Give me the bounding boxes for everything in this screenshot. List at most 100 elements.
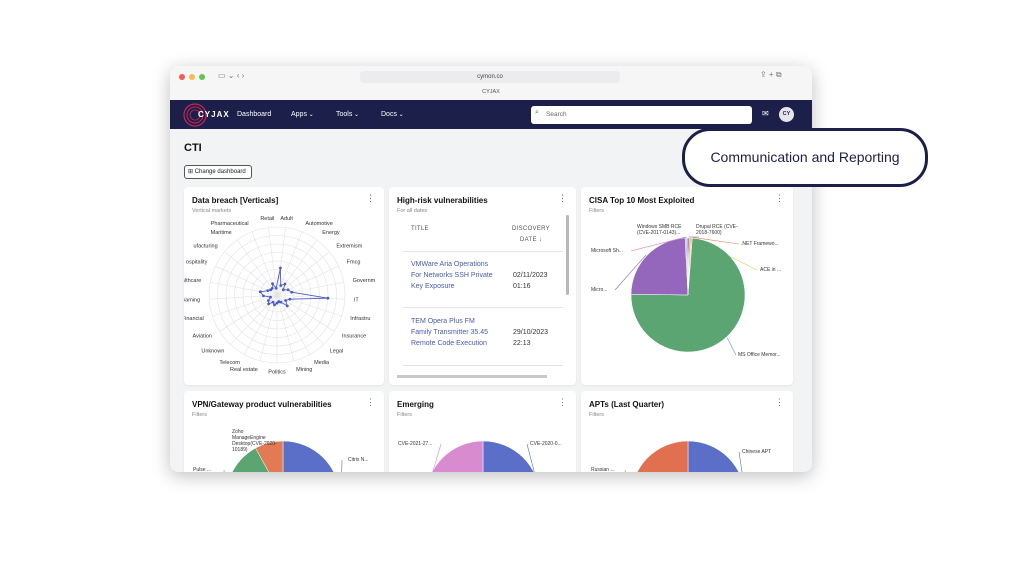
mail-icon[interactable]: ✉ (762, 109, 769, 118)
slice-label: ACE in ... (760, 267, 782, 273)
slice-label: Chinese APT (742, 449, 772, 455)
radar-point (274, 286, 278, 290)
zoom-button[interactable] (199, 74, 205, 80)
vuln-title[interactable]: TEM Opera Plus FM Family Transmitter 35.… (411, 318, 489, 347)
change-dashboard-button[interactable]: ⊞ Change dashboard (184, 165, 252, 179)
radar-spoke (276, 251, 330, 296)
leader-line (690, 236, 740, 245)
card-subtitle: For all dates (397, 208, 428, 214)
page-title: CTI (184, 142, 202, 154)
minimize-button[interactable] (189, 74, 195, 80)
card-menu[interactable]: ⋮ (775, 397, 784, 407)
radar-point (271, 300, 275, 304)
close-button[interactable] (179, 74, 185, 80)
chart: Adult Automotive Energy Extremism Fmcg Govern… (184, 216, 376, 375)
tab-title[interactable]: CYJAX (482, 89, 500, 95)
radar-label: Financial (184, 316, 204, 322)
radar-point (266, 299, 270, 302)
card-subtitle: Filters (589, 412, 604, 418)
radar-spoke (276, 294, 324, 345)
radar-point (283, 282, 287, 286)
nav-item[interactable]: Dashboard (237, 111, 272, 118)
leader-line (630, 236, 686, 252)
card-menu[interactable]: ⋮ (775, 193, 784, 203)
slice-label: Citrix N... (348, 457, 369, 463)
radar-label: ospitality (186, 260, 208, 266)
button-icon: ⊞ (188, 169, 195, 175)
radar-point (273, 303, 276, 307)
nav-item[interactable]: Tools ⌄ (336, 111, 360, 118)
pie-slice (482, 440, 534, 472)
avatar[interactable]: CY (779, 107, 794, 122)
card-menu[interactable]: ⋮ (558, 193, 567, 203)
pie-slice (432, 440, 484, 472)
radar-point (267, 302, 271, 306)
leader-line (526, 443, 535, 472)
radar-point (271, 282, 274, 286)
nav-item[interactable]: Docs ⌄ (381, 111, 404, 118)
pie-slice (687, 440, 739, 472)
radar-spoke (276, 239, 318, 296)
radar-label: Real estate (230, 367, 258, 373)
browser-actions[interactable]: ⇪ + ⧉ (760, 70, 782, 79)
radar-label: Governm (353, 278, 376, 284)
search-box[interactable]: Search (531, 106, 752, 124)
column-header[interactable]: DISCOVERY DATE ↓ (512, 226, 550, 243)
radar-label: Pharmaceutical (211, 221, 249, 227)
leader-line (614, 254, 647, 291)
radar-point (279, 284, 283, 287)
radar-label: Media (314, 360, 330, 366)
radar-label: Infrastru (350, 316, 370, 322)
divider (403, 251, 563, 252)
card-subtitle: Filters (192, 412, 207, 418)
radar-spoke (276, 294, 345, 300)
radar-point (262, 294, 265, 298)
leader-line (341, 459, 343, 472)
radar-label: Adult (280, 216, 293, 222)
radar-spoke (212, 294, 278, 317)
radar-spoke (276, 294, 342, 317)
card-title: VPN/Gateway product vulnerabilities (192, 400, 332, 409)
leader-line (432, 443, 442, 472)
logo[interactable]: CYJAX (198, 110, 230, 119)
card: Drupal RCE (CVE-2018-7600) .NET Framewo..… (581, 187, 793, 385)
card-title: Data breach [Verticals] (192, 196, 279, 205)
leader-line (680, 236, 688, 240)
card-subtitle: Vertical markets (192, 208, 232, 214)
pie-slice (282, 440, 334, 472)
card-menu[interactable]: ⋮ (558, 397, 567, 407)
browser-chrome: ▭ ⌄ ‹ › cymon.co ⇪ + ⧉ CYJAX (170, 66, 812, 101)
vuln-date: 02/11/2023 01:16 (513, 272, 548, 290)
slice-label: CVE-2021-27... (398, 441, 433, 447)
callout: Communication and Reporting (682, 128, 928, 187)
url-bar[interactable]: cymon.co (360, 71, 620, 83)
radar-spoke (276, 281, 344, 296)
radar-spoke (276, 227, 286, 296)
radar-point (326, 296, 330, 300)
card-menu[interactable]: ⋮ (366, 193, 375, 203)
card-title: APTs (Last Quarter) (589, 400, 664, 409)
slice-label: .NET Framewo... (741, 241, 779, 247)
card: Adult Automotive Energy Extremism Fmcg Govern… (184, 187, 384, 385)
radar-label: Telecom (219, 360, 240, 366)
card: Chinese APT Russian ... APTs (Last Quarter… (581, 391, 793, 472)
slice-label: MS Office Memor... (738, 352, 781, 358)
card-title: CISA Top 10 Most Exploited (589, 196, 695, 205)
browser-window: ▭ ⌄ ‹ › cymon.co ⇪ + ⧉ CYJAX CYJAX Dashb… (170, 66, 812, 472)
divider (403, 365, 563, 366)
nav-item[interactable]: Apps ⌄ (291, 111, 314, 118)
card-menu[interactable]: ⋮ (366, 397, 375, 407)
chart (624, 440, 743, 472)
leader-line (738, 451, 743, 472)
nav-arrows[interactable]: ▭ ⌄ ‹ › (218, 71, 245, 80)
radar-label: Legal (330, 349, 343, 355)
radar-point (275, 301, 279, 305)
scrollbar[interactable] (566, 215, 569, 295)
vuln-title[interactable]: VMWare Aria Operations For Networks SSH … (411, 261, 493, 290)
radar-spoke (268, 227, 278, 296)
scroll-hint (397, 375, 547, 378)
slice-label: Drupal RCE (CVE-2018-7600) (696, 224, 738, 236)
radar-label: Retail (260, 216, 274, 222)
card-subtitle: Filters (589, 208, 604, 214)
radar-point (284, 299, 288, 302)
